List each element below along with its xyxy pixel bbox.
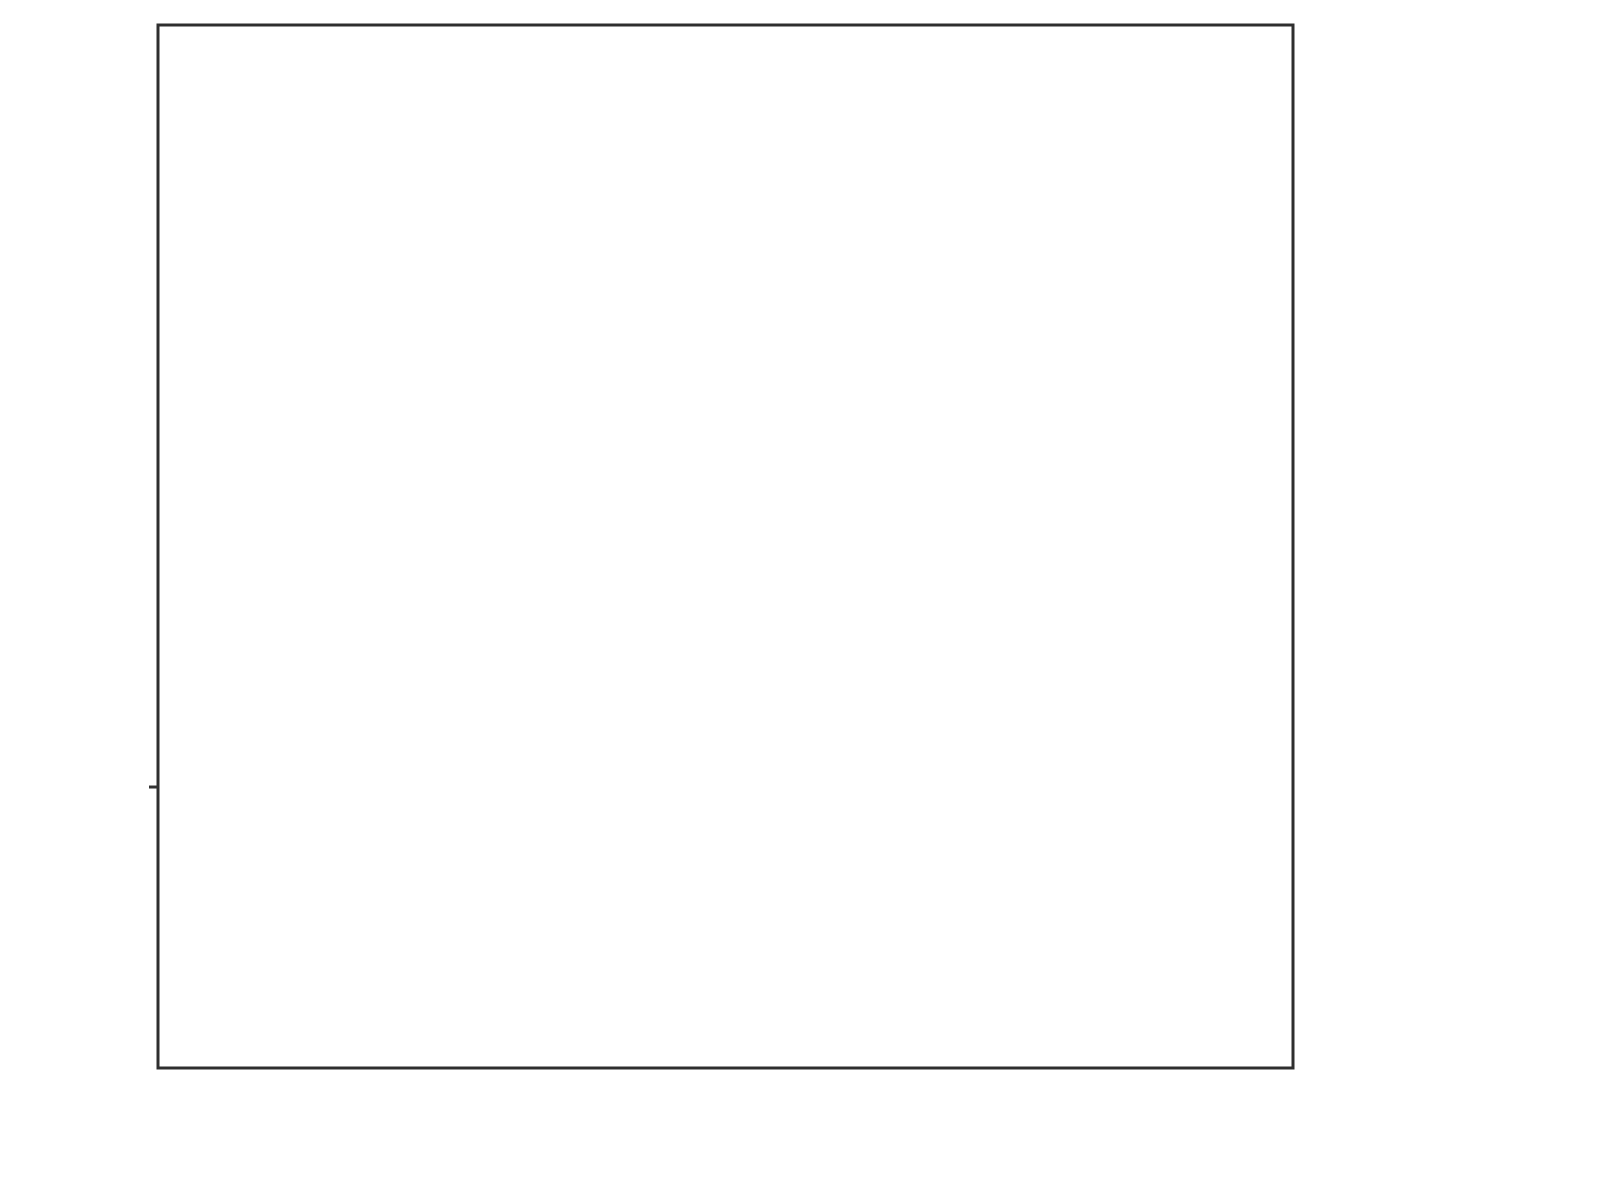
panel-border: [156, 23, 1295, 1070]
